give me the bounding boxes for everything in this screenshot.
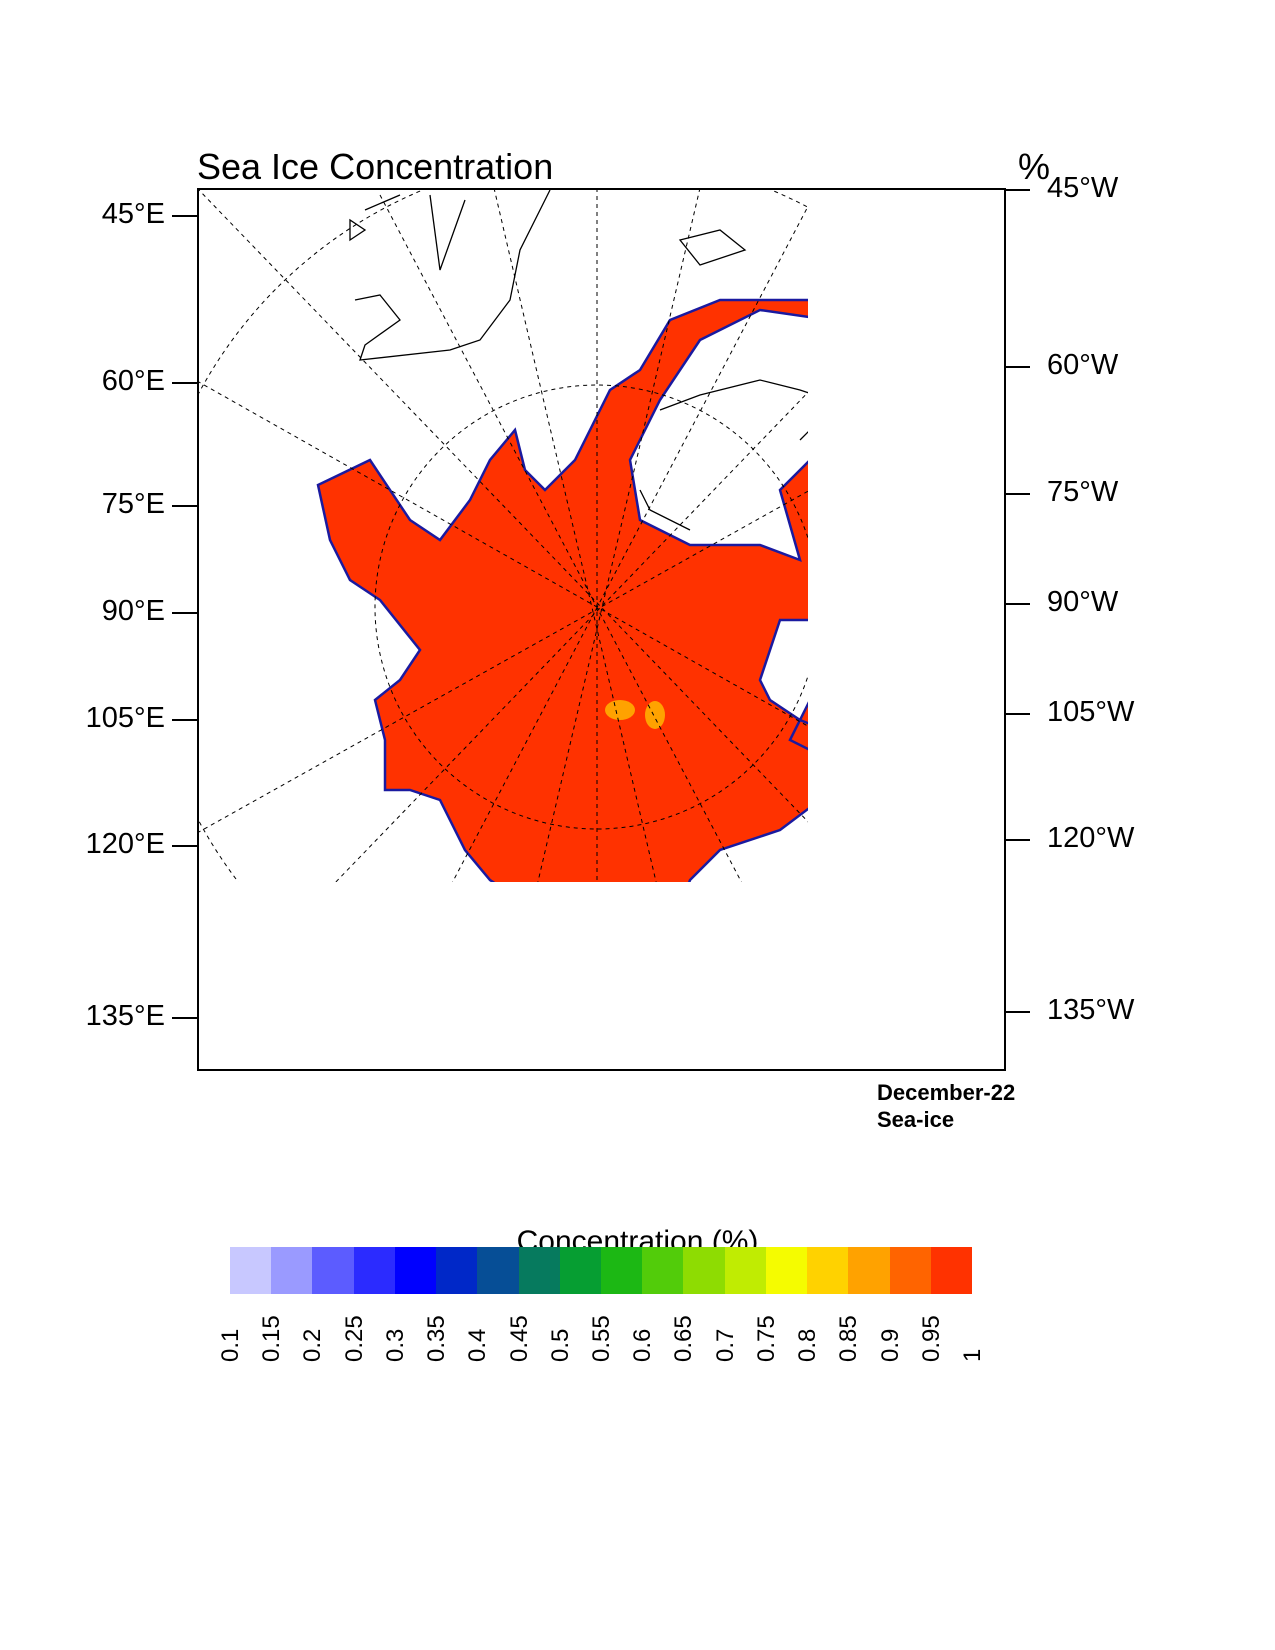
- colorbar-label: 0.15: [258, 1315, 286, 1362]
- right-tick: [1005, 603, 1030, 605]
- left-lat-label: 90°E: [101, 595, 165, 627]
- colorbar-label: 0.65: [670, 1315, 698, 1362]
- left-lat-label: 75°E: [101, 488, 165, 520]
- map-title: Sea Ice Concentration: [197, 146, 554, 187]
- colorbar-box-17: [930, 1247, 973, 1294]
- right-lat-label: 105°W: [1047, 696, 1135, 728]
- left-tick: [172, 845, 197, 847]
- colorbar-label: 0.1: [217, 1328, 244, 1362]
- colorbar-box-7: [518, 1247, 561, 1294]
- right-lat-label: 90°W: [1047, 586, 1119, 618]
- colorbar-box-10: [642, 1247, 684, 1294]
- left-tick: [172, 1017, 197, 1019]
- colorbar-label: 0.5: [546, 1328, 574, 1362]
- colorbar-label: 0.7: [711, 1328, 739, 1362]
- right-lat-label: 120°W: [1047, 822, 1135, 854]
- colorbar-box-3: [353, 1247, 396, 1294]
- right-lat-label: 75°W: [1047, 476, 1119, 508]
- colorbar-box-9: [601, 1247, 643, 1294]
- colorbar-box-5: [436, 1247, 478, 1294]
- right-tick: [1005, 189, 1030, 191]
- colorbar-label: 0.75: [752, 1315, 780, 1362]
- colorbar-label: 0.8: [794, 1328, 822, 1362]
- colorbar-box-12: [724, 1247, 767, 1294]
- colorbar-box-6: [477, 1247, 520, 1294]
- right-tick: [1005, 1011, 1030, 1013]
- colorbar-box-0: [230, 1247, 272, 1294]
- left-lat-label: 45°E: [101, 198, 165, 230]
- right-tick: [1005, 713, 1030, 715]
- colorbar-box-8: [559, 1247, 602, 1294]
- colorbar-label: 0.2: [299, 1328, 327, 1362]
- date-label: December-22: [877, 1080, 1016, 1105]
- variable-label: Sea-ice: [877, 1107, 955, 1132]
- right-tick: [1005, 366, 1030, 368]
- colorbar-box-1: [271, 1247, 313, 1294]
- colorbar-box-13: [765, 1247, 808, 1294]
- left-lat-label: 135°E: [85, 1000, 165, 1032]
- right-lat-label: 135°W: [1047, 994, 1135, 1026]
- colorbar-label: 0.25: [340, 1315, 368, 1362]
- left-lat-label: 60°E: [101, 365, 165, 397]
- colorbar-label: 0.35: [423, 1315, 451, 1362]
- left-tick: [172, 215, 197, 217]
- colorbar-box-15: [848, 1247, 891, 1294]
- colorbar-box-2: [312, 1247, 355, 1294]
- left-tick: [172, 505, 197, 507]
- coastlines: [349, 189, 808, 531]
- colorbar-box-11: [683, 1247, 726, 1294]
- left-tick: [172, 719, 197, 721]
- left-lat-label: 120°E: [85, 828, 165, 860]
- right-tick: [1005, 839, 1030, 841]
- map-frame: [197, 188, 1006, 1071]
- right-tick: [1005, 493, 1030, 495]
- colorbar-label: 0.6: [629, 1328, 657, 1362]
- colorbar-label: 0.55: [588, 1315, 615, 1362]
- colorbar-label: 0.85: [835, 1315, 863, 1362]
- right-lat-label: 45°W: [1047, 172, 1119, 204]
- colorbar-box-16: [889, 1247, 932, 1294]
- colorbar-label: 0.95: [917, 1315, 945, 1362]
- colorbar-label: 0.45: [505, 1315, 533, 1362]
- colorbar-box-14: [807, 1247, 849, 1294]
- right-lat-label: 60°W: [1047, 349, 1119, 381]
- units-label: %: [1018, 146, 1051, 187]
- graticule: [197, 188, 808, 882]
- sea-ice-area: [316, 298, 808, 882]
- colorbar-label: 1: [959, 1348, 986, 1362]
- colorbar-label: 0.3: [381, 1328, 409, 1362]
- colorbar-box-4: [394, 1247, 437, 1294]
- colorbar-label: 0.9: [876, 1328, 904, 1362]
- left-lat-label: 105°E: [85, 702, 165, 734]
- sea-ice-map: [197, 188, 1006, 1071]
- left-tick: [172, 382, 197, 384]
- sea-ice-area-alaska: [230, 990, 320, 1070]
- colorbar-label: 0.4: [464, 1328, 492, 1362]
- left-tick: [172, 612, 197, 614]
